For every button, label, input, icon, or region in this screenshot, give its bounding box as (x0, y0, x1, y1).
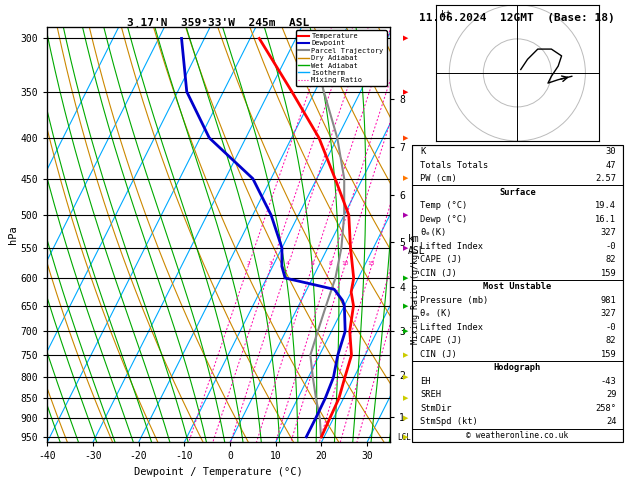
Text: LCL: LCL (397, 433, 411, 442)
Text: 3: 3 (269, 261, 273, 266)
Text: 981: 981 (601, 296, 616, 305)
Text: -43: -43 (601, 377, 616, 386)
Text: 2.57: 2.57 (596, 174, 616, 183)
Text: PW (cm): PW (cm) (420, 174, 457, 183)
Text: ▶: ▶ (403, 329, 408, 334)
Text: Dewp (°C): Dewp (°C) (420, 215, 468, 224)
Text: EH: EH (420, 377, 431, 386)
Text: 29: 29 (606, 390, 616, 399)
Text: ▶: ▶ (403, 135, 408, 141)
Text: Lifted Index: Lifted Index (420, 242, 484, 251)
Text: 327: 327 (601, 309, 616, 318)
Text: ▶: ▶ (403, 212, 408, 218)
Text: ▶: ▶ (403, 175, 408, 182)
Legend: Temperature, Dewpoint, Parcel Trajectory, Dry Adiabat, Wet Adiabat, Isotherm, Mi: Temperature, Dewpoint, Parcel Trajectory… (296, 30, 386, 86)
Text: 258°: 258° (596, 404, 616, 413)
Text: Hodograph: Hodograph (494, 364, 541, 372)
Text: ▶: ▶ (403, 352, 408, 358)
Text: CAPE (J): CAPE (J) (420, 336, 462, 346)
Text: θₑ(K): θₑ(K) (420, 228, 447, 237)
Text: kt: kt (440, 10, 450, 19)
Text: 82: 82 (606, 255, 616, 264)
Text: ▶: ▶ (403, 415, 408, 421)
Text: 15: 15 (368, 261, 376, 266)
Text: Pressure (mb): Pressure (mb) (420, 296, 489, 305)
Text: CIN (J): CIN (J) (420, 350, 457, 359)
Text: 24: 24 (606, 417, 616, 427)
Text: CAPE (J): CAPE (J) (420, 255, 462, 264)
Text: Surface: Surface (499, 188, 536, 197)
Text: -0: -0 (606, 242, 616, 251)
Text: 82: 82 (606, 336, 616, 346)
Text: ▶: ▶ (403, 89, 408, 95)
Text: 10: 10 (341, 261, 348, 266)
Text: ▶: ▶ (403, 396, 408, 401)
Text: 11.06.2024  12GMT  (Base: 18): 11.06.2024 12GMT (Base: 18) (420, 13, 615, 23)
Text: -0: -0 (606, 323, 616, 332)
Text: ▶: ▶ (403, 374, 408, 381)
Text: Temp (°C): Temp (°C) (420, 201, 468, 210)
X-axis label: Dewpoint / Temperature (°C): Dewpoint / Temperature (°C) (134, 467, 303, 477)
Y-axis label: km
ASL: km ASL (408, 235, 425, 256)
Y-axis label: hPa: hPa (8, 225, 18, 244)
Text: 47: 47 (606, 160, 616, 170)
Text: ▶: ▶ (403, 245, 408, 251)
Text: 3¸17'N  359°33'W  245m  ASL: 3¸17'N 359°33'W 245m ASL (128, 17, 309, 27)
Text: ▶: ▶ (403, 275, 408, 281)
Text: 2: 2 (247, 261, 250, 266)
Text: Totals Totals: Totals Totals (420, 160, 489, 170)
Text: 159: 159 (601, 350, 616, 359)
Text: 8: 8 (328, 261, 332, 266)
Text: StmDir: StmDir (420, 404, 452, 413)
Text: 159: 159 (601, 269, 616, 278)
Text: 6: 6 (311, 261, 314, 266)
Text: ▶: ▶ (403, 434, 408, 440)
Text: 327: 327 (601, 228, 616, 237)
Text: ▶: ▶ (403, 35, 408, 41)
Text: CIN (J): CIN (J) (420, 269, 457, 278)
Text: © weatheronline.co.uk: © weatheronline.co.uk (466, 431, 569, 440)
Text: ▶: ▶ (403, 303, 408, 309)
Text: K: K (420, 147, 426, 156)
Text: SREH: SREH (420, 390, 442, 399)
Text: θₑ (K): θₑ (K) (420, 309, 452, 318)
Text: Mixing Ratio (g/kg): Mixing Ratio (g/kg) (411, 249, 420, 344)
Text: 16.1: 16.1 (596, 215, 616, 224)
Text: Lifted Index: Lifted Index (420, 323, 484, 332)
Text: Most Unstable: Most Unstable (483, 282, 552, 291)
Text: 19.4: 19.4 (596, 201, 616, 210)
Text: StmSpd (kt): StmSpd (kt) (420, 417, 478, 427)
Text: 4: 4 (286, 261, 290, 266)
Text: 30: 30 (606, 147, 616, 156)
